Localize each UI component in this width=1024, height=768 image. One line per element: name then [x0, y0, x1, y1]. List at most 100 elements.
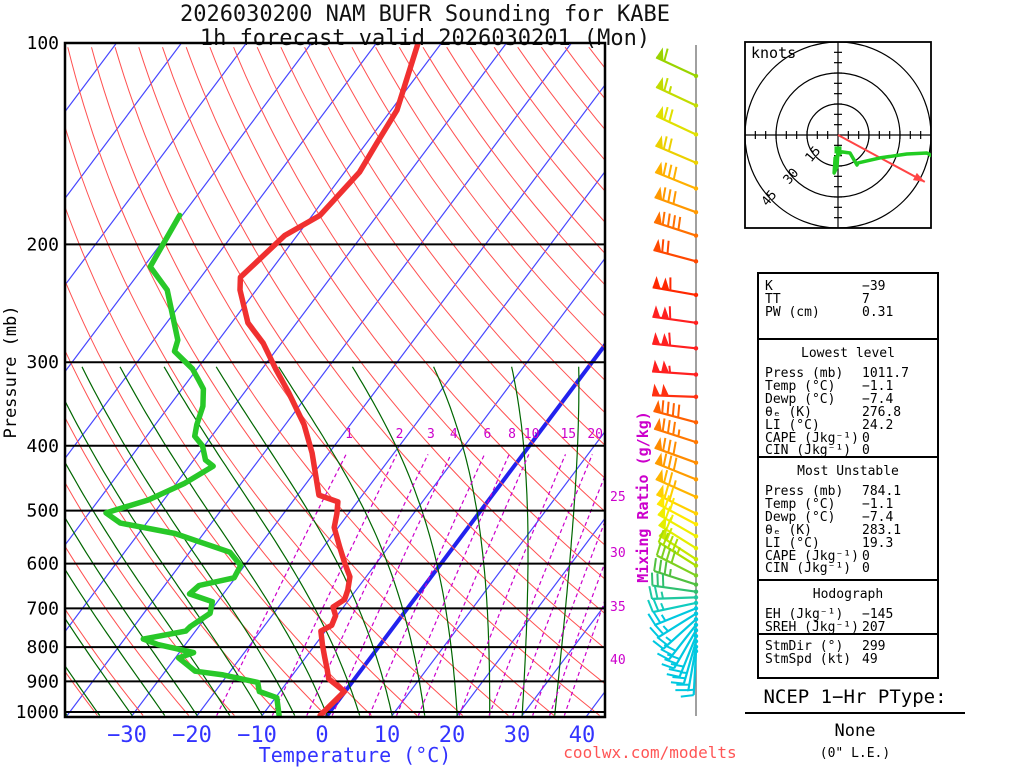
wind-barb: [680, 648, 699, 698]
panel-section-header: Most Unstable: [797, 464, 899, 479]
stat-row: CAPE (Jkg⁻¹) 0: [765, 550, 933, 563]
stat-label: SREH (Jkg⁻¹): [765, 619, 859, 635]
svg-text:20: 20: [587, 427, 603, 442]
plot-border: [63, 41, 607, 719]
stat-row: EH (Jkg⁻¹) −145: [765, 608, 933, 621]
stat-value: 0: [862, 561, 870, 577]
svg-text:100: 100: [26, 33, 59, 54]
panel-section: StmDir (°) 299 StmSpd (kt) 49: [759, 634, 937, 677]
stat-label: θₑ (K): [765, 404, 812, 420]
stat-value: −39: [862, 279, 886, 294]
moist-adiabat-lines: [65, 366, 580, 716]
mixing-ratio-lines: [216, 454, 605, 716]
panel-divider: [759, 633, 937, 635]
svg-text:200: 200: [26, 234, 59, 255]
wind-barb: [653, 400, 699, 425]
wind-barb: [647, 598, 699, 614]
stat-label: Dewp (°C): [765, 509, 836, 525]
stat-label: EH (Jkg⁻¹): [765, 607, 844, 622]
hodograph-units-label: knots: [751, 44, 796, 62]
skewt-plot-area: [65, 43, 605, 717]
wind-barb: [647, 606, 699, 626]
stat-value: −1.1: [862, 496, 894, 512]
svg-text:900: 900: [26, 671, 59, 692]
stat-value: 207: [862, 619, 886, 635]
stat-value: −145: [862, 607, 894, 622]
svg-text:1: 1: [345, 427, 353, 442]
svg-text:700: 700: [26, 598, 59, 619]
stat-label: TT: [765, 291, 781, 307]
stat-row: Temp (°C) −1.1: [765, 498, 933, 511]
wind-barb: [655, 47, 699, 79]
wind-barb: [653, 557, 699, 587]
svg-text:300: 300: [26, 352, 59, 373]
panel-divider: [759, 579, 937, 581]
svg-text:15: 15: [560, 427, 576, 442]
wind-barb: [654, 437, 699, 465]
dry-adiabat-lines: [65, 46, 605, 716]
stat-row: Press (mb) 1011.7: [765, 367, 933, 380]
stat-label: StmSpd (kt): [765, 651, 852, 667]
svg-text:40: 40: [569, 723, 596, 748]
stat-row: SREH (Jkg⁻¹) 207: [765, 621, 933, 634]
stat-value: 0: [862, 548, 870, 564]
wind-barb: [652, 305, 699, 326]
svg-text:10: 10: [524, 427, 540, 442]
panel-divider: [759, 456, 937, 458]
svg-text:400: 400: [26, 436, 59, 457]
svg-text:−30: −30: [107, 723, 147, 748]
svg-text:25: 25: [610, 490, 626, 505]
temperature-trace: [237, 43, 421, 717]
wind-barb: [654, 186, 699, 215]
wind-barb: [653, 417, 699, 445]
pressure-gridlines: [65, 43, 605, 713]
wind-barb: [651, 383, 699, 400]
wind-barb: [654, 452, 699, 482]
mixing-ratio-axis-title: Mixing Ratio (g/kg): [634, 411, 652, 583]
wind-barb: [656, 622, 699, 661]
stat-value: −7.4: [862, 509, 894, 525]
wind-barb: [652, 617, 699, 650]
stat-label: Temp (°C): [765, 496, 836, 512]
svg-text:10: 10: [374, 723, 401, 748]
stat-row: CAPE (Jkg⁻¹) 0: [765, 432, 933, 445]
wind-barb: [654, 161, 699, 191]
svg-text:1000: 1000: [16, 702, 59, 723]
stat-label: CIN (Jkg⁻¹): [765, 443, 852, 459]
wind-barb: [675, 644, 699, 692]
ptype-title: NCEP 1−Hr PType:: [745, 686, 965, 714]
svg-text:500: 500: [26, 501, 59, 522]
ptype-block: NCEP 1−Hr PType: None (0" L.E.): [745, 686, 965, 761]
stat-label: Temp (°C): [765, 378, 836, 394]
ptype-note: (0" L.E.): [819, 746, 891, 761]
page-title: 2026030200 NAM BUFR Sounding for KABE: [179, 2, 671, 27]
wind-barb: [653, 211, 699, 238]
svg-text:0: 0: [315, 723, 328, 748]
stat-label: θₑ (K): [765, 522, 812, 538]
stat-row: LI (°C) 24.2: [765, 419, 933, 432]
wind-barb: [652, 275, 699, 298]
stat-row: StmSpd (kt) 49: [765, 653, 933, 666]
wind-barb: [670, 639, 699, 685]
stat-value: 24.2: [862, 417, 894, 433]
wind-barb: [648, 585, 699, 601]
stat-value: 0: [862, 443, 870, 459]
wind-barb: [655, 542, 699, 578]
wind-barb-column: [647, 45, 699, 716]
stat-row: StmDir (°) 299: [765, 640, 933, 653]
svg-text:2: 2: [396, 427, 404, 442]
stat-row: PW (cm) 0.31: [765, 306, 933, 319]
panel-section: Most Unstable Press (mb) 784.1 Temp (°C) −1.…: [759, 457, 937, 580]
wind-barb: [652, 332, 699, 351]
hodograph-start-marker: [834, 146, 842, 154]
wind-barb: [649, 611, 699, 638]
wind-barb: [655, 469, 699, 500]
panel-section: Hodograph EH (Jkg⁻¹) −145 SREH (Jkg⁻¹) 207: [759, 580, 937, 634]
panel-section-header: Hodograph: [812, 587, 884, 602]
stat-row: K −39: [765, 280, 933, 293]
stat-value: 276.8: [862, 404, 902, 420]
